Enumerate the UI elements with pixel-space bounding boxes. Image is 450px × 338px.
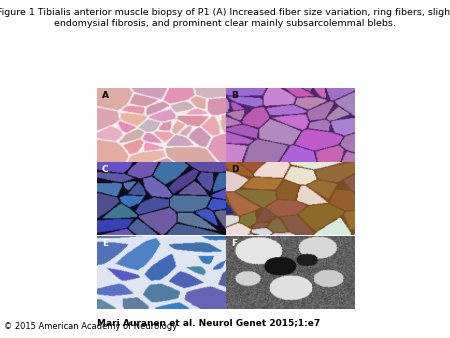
Text: F: F <box>231 239 238 248</box>
Text: A: A <box>102 91 109 100</box>
Text: © 2015 American Academy of Neurology: © 2015 American Academy of Neurology <box>4 322 178 331</box>
Text: endomysial fibrosis, and prominent clear mainly subsarcolemmal blebs.: endomysial fibrosis, and prominent clear… <box>54 19 396 28</box>
Text: E: E <box>102 239 108 248</box>
Text: Mari Auranen et al. Neurol Genet 2015;1:e7: Mari Auranen et al. Neurol Genet 2015;1:… <box>97 318 320 327</box>
Text: B: B <box>231 91 238 100</box>
Text: C: C <box>102 165 108 174</box>
Text: Figure 1 Tibialis anterior muscle biopsy of P1 (A) Increased fiber size variatio: Figure 1 Tibialis anterior muscle biopsy… <box>0 8 450 18</box>
Text: D: D <box>231 165 239 174</box>
